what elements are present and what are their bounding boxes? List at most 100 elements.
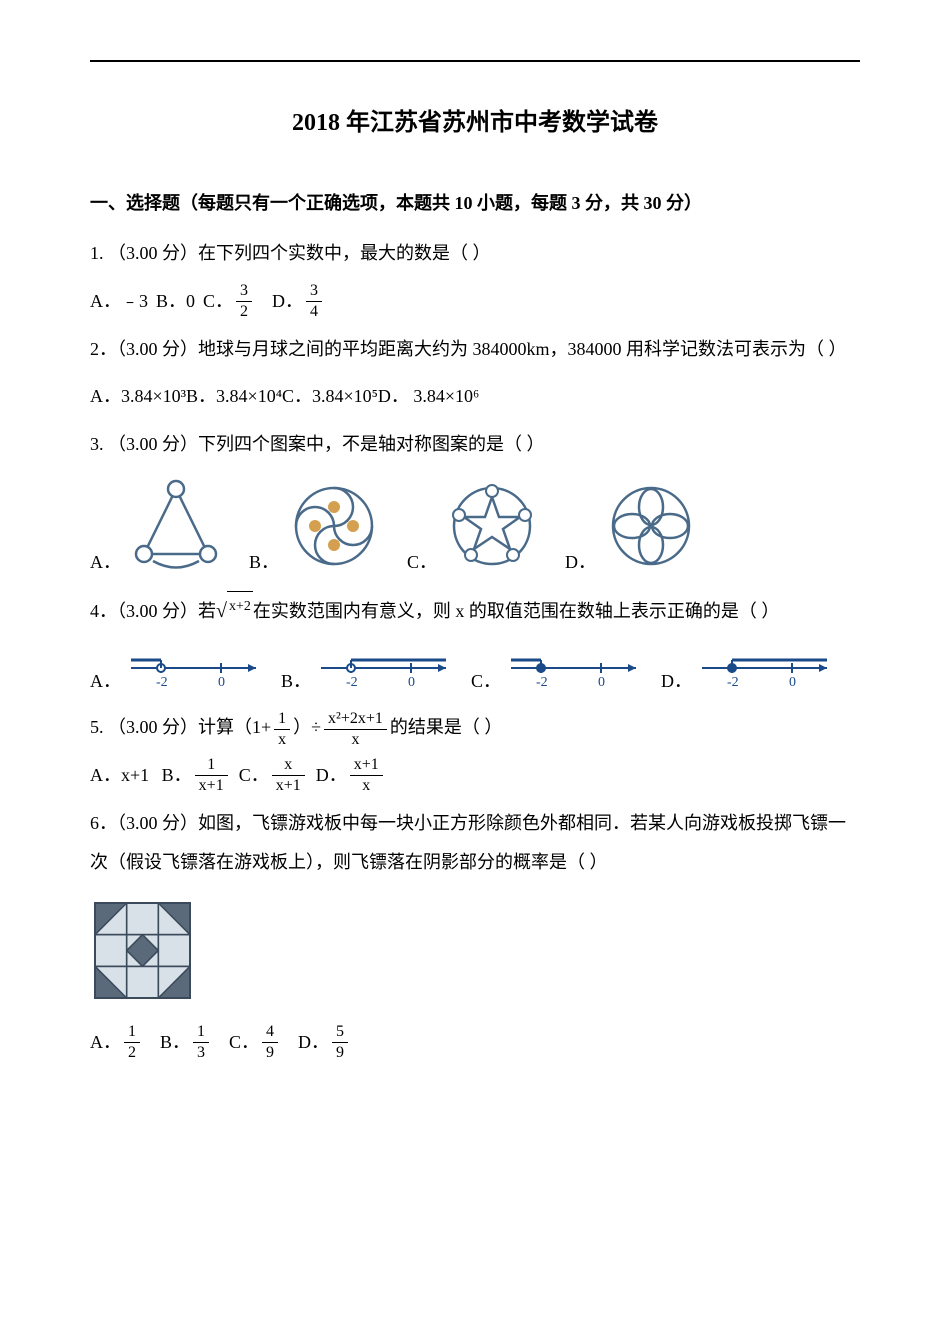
q6-b-fraction: 1 3 [193,1024,209,1061]
q5-option-b: B． 1 x+1 [162,756,231,796]
tick-0: 0 [408,675,415,690]
q6-a-num: 1 [124,1024,140,1043]
exam-title: 2018 年江苏省苏州市中考数学试卷 [90,102,860,137]
q1-option-d: D． 3 4 [263,282,325,322]
numberline-c-icon: -2 0 [506,648,646,693]
q6-c-num: 4 [262,1024,278,1043]
q1-a-value: ﹣3 [121,282,148,322]
exam-page: 2018 年江苏省苏州市中考数学试卷 一、选择题（每题只有一个正确选项，本题共 … [0,0,950,1107]
q5-c-den: x+1 [272,776,305,794]
q6-d-fraction: 5 9 [332,1024,348,1061]
q6-b-label: B． [160,1023,190,1063]
q5-option-d: D． x+1 x [316,756,386,796]
question-6: 6．（3.00 分）如图，飞镖游戏板中每一块小正方形除颜色外都相同．若某人向游戏… [90,804,860,883]
q1-c-label: C． [203,282,233,322]
q5-b-fraction: 1 x+1 [195,757,228,794]
q1-option-a: A． ﹣3 [90,282,148,322]
q6-option-a: A． 1 2 [90,1023,143,1063]
q5-b-label: B． [162,756,192,796]
q5-c-label: C． [239,756,269,796]
q6-a-label: A． [90,1023,121,1063]
q6-c-fraction: 4 9 [262,1024,278,1061]
q5-text-pre: 5. （3.00 分）计算（1+ [90,717,271,737]
q4-option-c: C． -2 0 [471,648,646,693]
q5-f1-num: 1 [274,711,290,730]
q1-d-numerator: 3 [306,283,322,302]
q4-option-b: B． -2 0 [281,648,456,693]
q5-frac1: 1x [274,711,290,748]
q4-d-label: D． [661,667,692,693]
q1-option-b: B．0 [156,282,195,322]
tick-neg2: -2 [346,675,358,690]
q5-d-label: D． [316,756,347,796]
q5-f2-num: x²+2x+1 [324,711,387,730]
top-rule [90,60,860,62]
q5-frac2: x²+2x+1x [324,711,387,748]
question-2-options: A．3.84×10³B．3.84×10⁴C．3.84×10⁵D． 3.84×10… [90,377,860,417]
question-6-options: A． 1 2 B． 1 3 C． 4 9 D． 5 [90,1023,860,1063]
q3-option-d: D． [565,479,699,574]
triangle-circles-icon [129,479,224,574]
yin-yang-pattern-icon [287,479,382,574]
tick-neg2: -2 [727,675,739,690]
tick-0: 0 [789,675,796,690]
q5-f2-den: x [324,730,387,748]
question-3: 3. （3.00 分）下列四个图案中，不是轴对称图案的是（ ） [90,425,860,465]
sqrt-icon: √x+2 [216,589,253,633]
question-1: 1. （3.00 分）在下列四个实数中，最大的数是（ ） [90,234,860,274]
q4-c-label: C． [471,667,501,693]
q5-f1-den: x [274,730,290,748]
q1-c-fraction: 3 2 [236,283,252,320]
q1-option-c: C． 3 2 [203,282,255,322]
q6-option-b: B． 1 3 [160,1023,212,1063]
q1-d-fraction: 3 4 [306,283,322,320]
question-2: 2．（3.00 分）地球与月球之间的平均距离大约为 384000km，38400… [90,330,860,370]
q1-d-denominator: 4 [306,302,322,320]
q3-c-label: C． [407,548,437,574]
q6-d-num: 5 [332,1024,348,1043]
q4-text-pre: 4．（3.00 分）若 [90,601,216,621]
q6-c-den: 9 [262,1043,278,1061]
star-circle-icon [445,479,540,574]
q6-d-den: 9 [332,1043,348,1061]
tick-0: 0 [218,675,225,690]
q1-d-label: D． [272,282,303,322]
tick-neg2: -2 [536,675,548,690]
q4-b-label: B． [281,667,311,693]
q6-option-d: D． 5 9 [298,1023,351,1063]
numberline-d-icon: -2 0 [697,648,837,693]
q3-option-c: C． [407,479,540,574]
sqrt-content: x+2 [227,591,253,623]
q1-c-denominator: 2 [236,302,252,320]
tick-0: 0 [598,675,605,690]
q6-b-num: 1 [193,1024,209,1043]
q4-option-d: D． -2 0 [661,648,837,693]
question-1-options: A． ﹣3 B．0 C． 3 2 D． 3 4 [90,282,860,322]
q5-a-value: x+1 [121,756,149,796]
q4-option-a: A． -2 0 [90,648,266,693]
q6-d-label: D． [298,1023,329,1063]
flower-knot-icon [604,479,699,574]
q5-b-den: x+1 [195,776,228,794]
q5-a-label: A． [90,756,121,796]
q5-c-fraction: x x+1 [272,757,305,794]
q1-b-label: B．0 [156,282,195,322]
q3-a-label: A． [90,548,121,574]
q5-option-c: C． x x+1 [239,756,308,796]
q3-b-label: B． [249,548,279,574]
q5-d-num: x+1 [350,757,383,776]
question-5: 5. （3.00 分）计算（1+1x）÷x²+2x+1x的结果是（ ） [90,708,860,748]
q6-a-den: 2 [124,1043,140,1061]
q5-b-num: 1 [195,757,228,776]
question-4-options: A． -2 0 B． -2 [90,648,860,693]
question-5-options: A． x+1 B． 1 x+1 C． x x+1 D． x+1 x [90,756,860,796]
q5-option-a: A． x+1 [90,756,149,796]
question-3-options: A． B． C． [90,479,860,574]
numberline-a-icon: -2 0 [126,648,266,693]
game-board-figure [90,898,860,1008]
q5-d-fraction: x+1 x [350,757,383,794]
q4-text-post: 在实数范围内有意义，则 x 的取值范围在数轴上表示正确的是（ ） [253,601,780,621]
q1-c-numerator: 3 [236,283,252,302]
q5-text-mid: ）÷ [293,717,321,737]
q6-c-label: C． [229,1023,259,1063]
